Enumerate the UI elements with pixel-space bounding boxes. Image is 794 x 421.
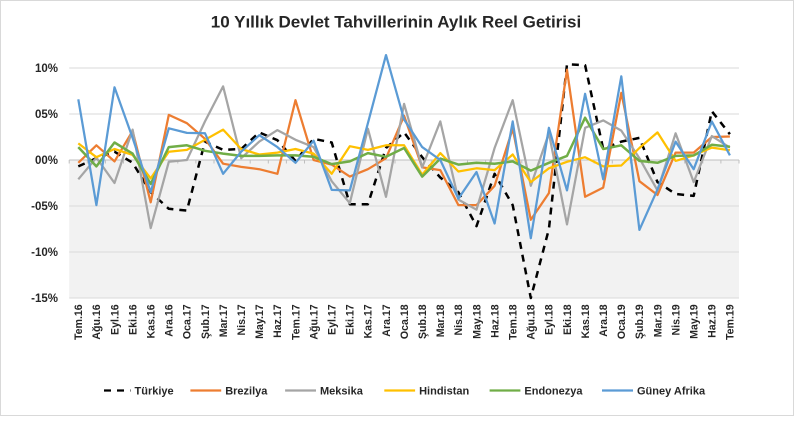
svg-text:Kas.18: Kas.18 bbox=[580, 304, 592, 338]
svg-text:Endonezya: Endonezya bbox=[524, 386, 583, 398]
svg-text:Şub.19: Şub.19 bbox=[634, 304, 646, 339]
svg-text:-05%: -05% bbox=[31, 201, 58, 213]
svg-text:Eki.16: Eki.16 bbox=[127, 304, 139, 335]
svg-text:Kas.16: Kas.16 bbox=[146, 304, 158, 338]
svg-text:Ağu.17: Ağu.17 bbox=[308, 304, 320, 339]
svg-text:-10%: -10% bbox=[31, 247, 58, 259]
svg-text:Mar.18: Mar.18 bbox=[435, 304, 447, 337]
svg-text:Tem.18: Tem.18 bbox=[508, 304, 520, 340]
svg-text:Brezilya: Brezilya bbox=[225, 386, 268, 398]
svg-text:Eki.18: Eki.18 bbox=[562, 304, 574, 335]
svg-text:-15%: -15% bbox=[31, 293, 58, 305]
svg-text:Güney Afrika: Güney Afrika bbox=[637, 386, 706, 398]
svg-text:Eyl.18: Eyl.18 bbox=[544, 304, 556, 335]
svg-text:Eyl.16: Eyl.16 bbox=[109, 304, 121, 335]
svg-text:Mar.19: Mar.19 bbox=[652, 304, 664, 337]
svg-text:Nis.19: Nis.19 bbox=[670, 304, 682, 335]
svg-text:May.19: May.19 bbox=[689, 304, 701, 339]
svg-text:Tem.17: Tem.17 bbox=[290, 304, 302, 340]
svg-text:Oca.19: Oca.19 bbox=[616, 304, 628, 339]
svg-text:10%: 10% bbox=[35, 63, 58, 75]
svg-text:Kas.17: Kas.17 bbox=[363, 304, 375, 338]
svg-text:Haz.19: Haz.19 bbox=[707, 304, 719, 338]
svg-text:Nis.18: Nis.18 bbox=[453, 304, 465, 335]
svg-text:Oca.17: Oca.17 bbox=[182, 304, 194, 339]
svg-text:10 Yıllık Devlet Tahvillerinin: 10 Yıllık Devlet Tahvillerinin Aylık Ree… bbox=[211, 13, 581, 32]
svg-text:May.17: May.17 bbox=[254, 304, 266, 339]
svg-text:Ara.16: Ara.16 bbox=[164, 304, 176, 336]
svg-text:Ara.18: Ara.18 bbox=[598, 304, 610, 336]
svg-text:Haz.17: Haz.17 bbox=[272, 304, 284, 338]
svg-text:Hindistan: Hindistan bbox=[419, 386, 469, 398]
svg-text:Mar.17: Mar.17 bbox=[218, 304, 230, 337]
svg-text:May.18: May.18 bbox=[471, 304, 483, 339]
svg-text:00%: 00% bbox=[35, 155, 58, 167]
svg-text:Meksika: Meksika bbox=[320, 386, 364, 398]
svg-text:Eki.17: Eki.17 bbox=[345, 304, 357, 335]
svg-text:Tem.19: Tem.19 bbox=[725, 304, 737, 340]
svg-text:Ağu.18: Ağu.18 bbox=[526, 304, 538, 339]
svg-text:Şub.18: Şub.18 bbox=[417, 304, 429, 339]
svg-text:Şub.17: Şub.17 bbox=[200, 304, 212, 339]
svg-text:Tem.16: Tem.16 bbox=[73, 304, 85, 340]
svg-text:05%: 05% bbox=[35, 109, 58, 121]
svg-text:Eyl.17: Eyl.17 bbox=[327, 304, 339, 335]
svg-text:Ara.17: Ara.17 bbox=[381, 304, 393, 336]
svg-text:Haz.18: Haz.18 bbox=[489, 304, 501, 338]
svg-text:Ağu.16: Ağu.16 bbox=[91, 304, 103, 339]
svg-text:Nis.17: Nis.17 bbox=[236, 304, 248, 335]
svg-text:Oca.18: Oca.18 bbox=[399, 304, 411, 339]
svg-text:Türkiye: Türkiye bbox=[135, 386, 174, 398]
